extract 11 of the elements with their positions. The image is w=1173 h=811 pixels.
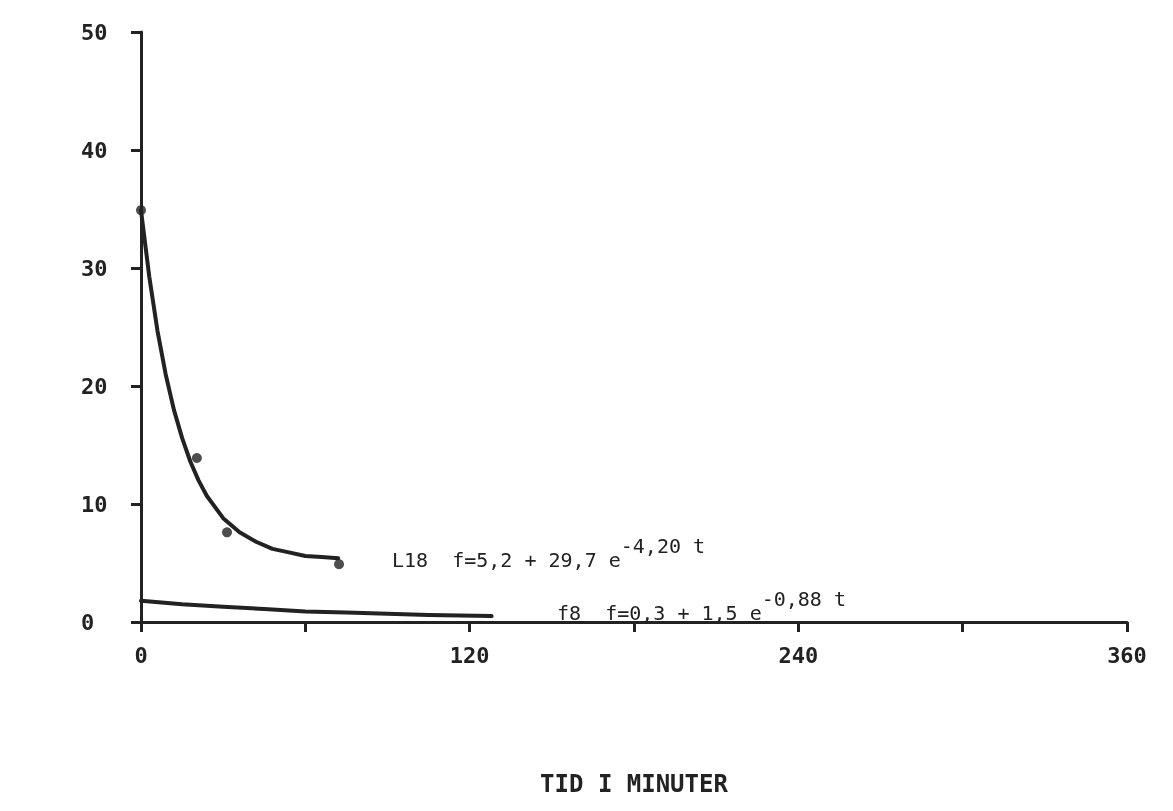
- x-tick-label: 240: [778, 642, 819, 668]
- x-tick-label: 120: [449, 642, 490, 668]
- y-tick-label: 40: [81, 137, 108, 163]
- y-tick-label: 50: [81, 19, 108, 45]
- y-tick-label: 20: [81, 373, 108, 399]
- y-tick-label: 30: [81, 255, 108, 281]
- x-tick-label: 360: [1107, 642, 1147, 668]
- y-tick-label: 0: [81, 609, 95, 635]
- x-axis-title: TID I MINUTER: [540, 770, 729, 798]
- y-tick-label: 10: [81, 491, 108, 517]
- x-tick-label: 0: [134, 642, 148, 668]
